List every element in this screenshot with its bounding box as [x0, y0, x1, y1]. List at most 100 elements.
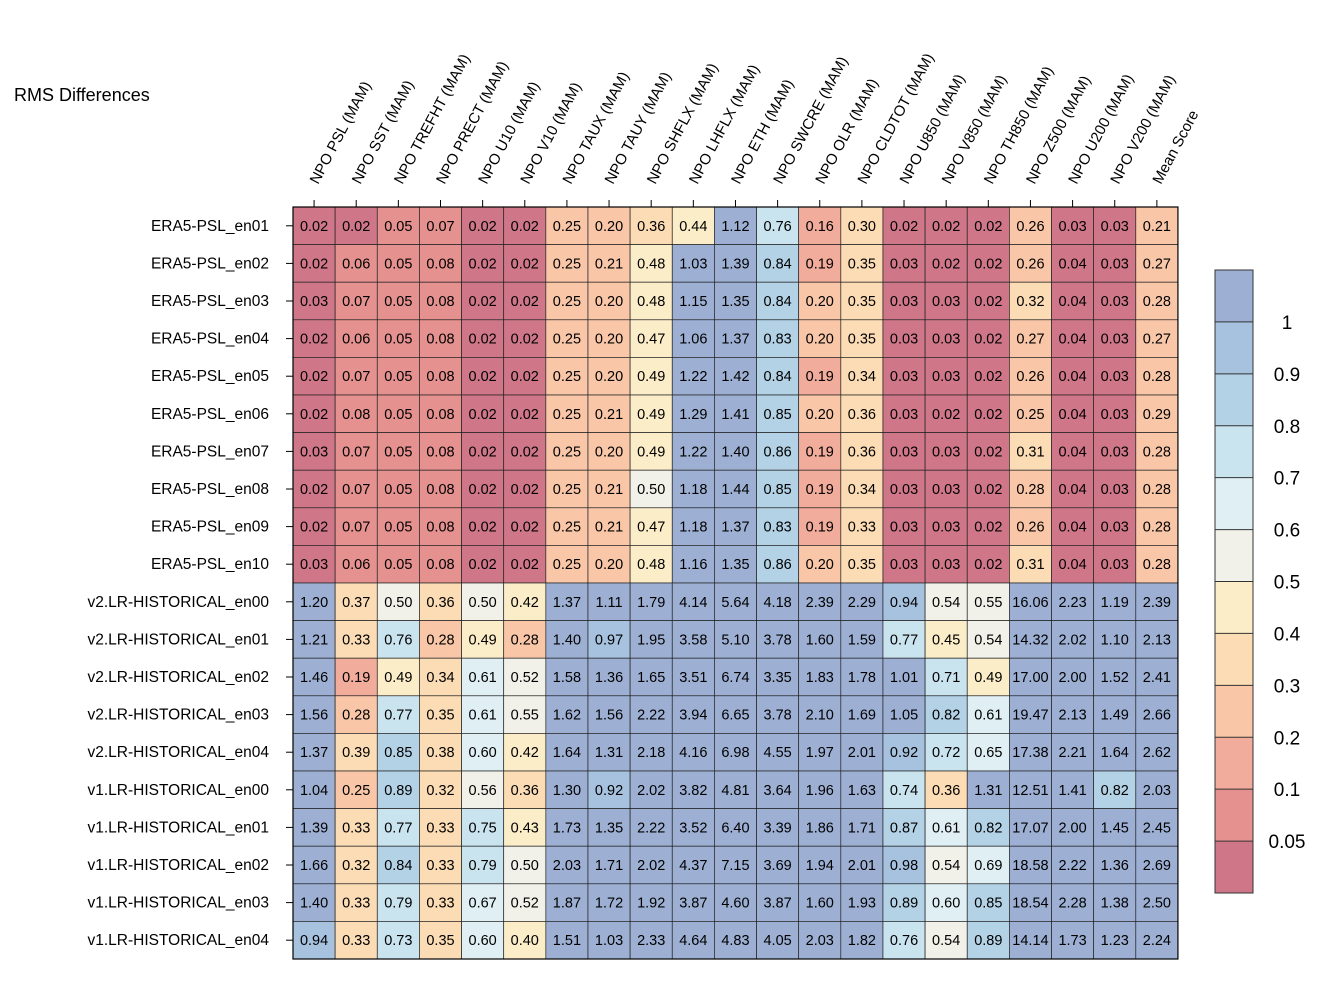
cell-value-label: 2.01 — [848, 858, 876, 874]
heatmap-cell — [334, 845, 378, 885]
cell-value-label: 0.25 — [553, 557, 581, 573]
cell-value-label: 0.08 — [426, 520, 454, 536]
heatmap-cell — [503, 394, 547, 433]
cell-value-label: 1.18 — [679, 482, 707, 498]
cell-value-label: 0.49 — [974, 670, 1002, 686]
cell-value-label: 0.07 — [342, 520, 370, 536]
cell-value-label: 0.19 — [806, 444, 834, 460]
heatmap-cell — [671, 921, 715, 960]
cell-value-label: 0.04 — [1058, 520, 1086, 536]
cell-value-label: 1.92 — [637, 896, 665, 912]
cell-value-label: 0.36 — [426, 595, 454, 611]
cell-value-label: 0.02 — [974, 369, 1002, 385]
colorbar-segment — [1215, 270, 1253, 322]
cell-value-label: 0.02 — [511, 256, 539, 272]
heatmap-cell — [376, 770, 420, 809]
cell-value-label: 2.22 — [637, 820, 665, 836]
heatmap-cell — [671, 657, 715, 697]
cell-value-label: 1.49 — [1101, 708, 1129, 724]
row-label: ERA5-PSL_en08 — [151, 481, 269, 498]
heatmap-cell — [966, 394, 1010, 433]
cell-value-label: 0.25 — [553, 520, 581, 536]
cell-value-label: 2.24 — [1143, 933, 1171, 949]
heatmap-cell — [798, 770, 842, 809]
cell-value-label: 6.40 — [721, 820, 749, 836]
cell-value-label: 1.22 — [679, 444, 707, 460]
heatmap-cell — [1135, 469, 1179, 509]
cell-value-label: 1.36 — [595, 670, 623, 686]
heatmap-cell — [419, 695, 462, 734]
heatmap-cell — [671, 620, 715, 659]
cell-value-label: 2.39 — [806, 595, 834, 611]
row-label: ERA5-PSL_en04 — [151, 331, 269, 348]
cell-value-label: 1.66 — [300, 858, 328, 874]
colorbar-label: 0.7 — [1274, 469, 1300, 490]
cell-value-label: 0.25 — [553, 444, 581, 460]
cell-value-label: 0.75 — [469, 820, 497, 836]
heatmap-cell — [292, 545, 336, 584]
heatmap-cell — [1093, 244, 1137, 283]
heatmap-cell — [798, 281, 842, 321]
cell-value-label: 1.45 — [1101, 820, 1129, 836]
cell-value-label: 0.05 — [384, 332, 412, 348]
heatmap-cell — [840, 883, 884, 922]
cell-value-label: 0.28 — [1143, 557, 1171, 573]
cell-value-label: 0.03 — [890, 369, 918, 385]
heatmap-cell — [461, 733, 505, 772]
heatmap-cell — [545, 808, 589, 847]
heatmap-cell — [671, 432, 715, 471]
heatmap-cell — [419, 733, 462, 772]
colorbar-label: 0.3 — [1274, 676, 1300, 697]
heatmap-cell — [1051, 357, 1095, 396]
colorbar-segment — [1215, 477, 1253, 530]
cell-value-label: 4.37 — [679, 858, 707, 874]
cell-value-label: 14.14 — [1012, 933, 1048, 949]
heatmap-cell — [1135, 845, 1179, 885]
cell-value-label: 2.10 — [806, 708, 834, 724]
heatmap-cell — [840, 281, 884, 321]
heatmap-cell — [461, 921, 505, 960]
cell-value-label: 0.39 — [342, 745, 370, 761]
heatmap-cell — [671, 469, 715, 509]
heatmap-cell — [334, 507, 378, 546]
row-label: v2.LR-HISTORICAL_en04 — [88, 744, 270, 761]
cell-value-label: 0.03 — [1101, 444, 1129, 460]
cell-value-label: 0.06 — [342, 557, 370, 573]
cell-value-label: 0.02 — [300, 407, 328, 423]
cell-value-label: 0.03 — [1101, 407, 1129, 423]
colorbar-label: 0.4 — [1274, 624, 1301, 645]
cell-value-label: 0.52 — [511, 896, 539, 912]
cell-value-label: 1.64 — [553, 745, 581, 761]
heatmap-cell — [587, 469, 631, 509]
heatmap-cell — [714, 582, 757, 621]
heatmap-cell — [292, 432, 336, 471]
heatmap-cell — [461, 357, 505, 396]
cell-value-label: 0.19 — [342, 670, 370, 686]
heatmap-cell — [292, 582, 336, 621]
cell-value-label: 1.73 — [1058, 933, 1086, 949]
heatmap-cell — [882, 394, 926, 433]
cell-value-label: 0.02 — [469, 482, 497, 498]
colorbar-segment — [1215, 633, 1253, 686]
heatmap-cell — [334, 883, 378, 922]
cell-value-label: 3.52 — [679, 820, 707, 836]
heatmap-cell — [714, 206, 757, 245]
cell-value-label: 1.37 — [721, 332, 749, 348]
cell-value-label: 1.41 — [721, 407, 749, 423]
cell-value-label: 1.52 — [1101, 670, 1129, 686]
heatmap-cell — [798, 808, 842, 847]
cell-value-label: 1.69 — [848, 708, 876, 724]
cell-value-label: 1.39 — [721, 256, 749, 272]
cell-value-label: 0.54 — [932, 595, 960, 611]
heatmap-cell — [714, 921, 757, 960]
cell-value-label: 0.45 — [932, 632, 960, 648]
heatmap-cell — [671, 582, 715, 621]
heatmap-cell — [671, 883, 715, 922]
heatmap-cell — [503, 319, 547, 358]
cell-value-label: 3.87 — [763, 896, 791, 912]
row-label: v1.LR-HISTORICAL_en01 — [88, 819, 270, 836]
heatmap-cell — [798, 921, 842, 960]
heatmap-cell — [629, 319, 673, 358]
cell-value-label: 0.02 — [300, 219, 328, 235]
